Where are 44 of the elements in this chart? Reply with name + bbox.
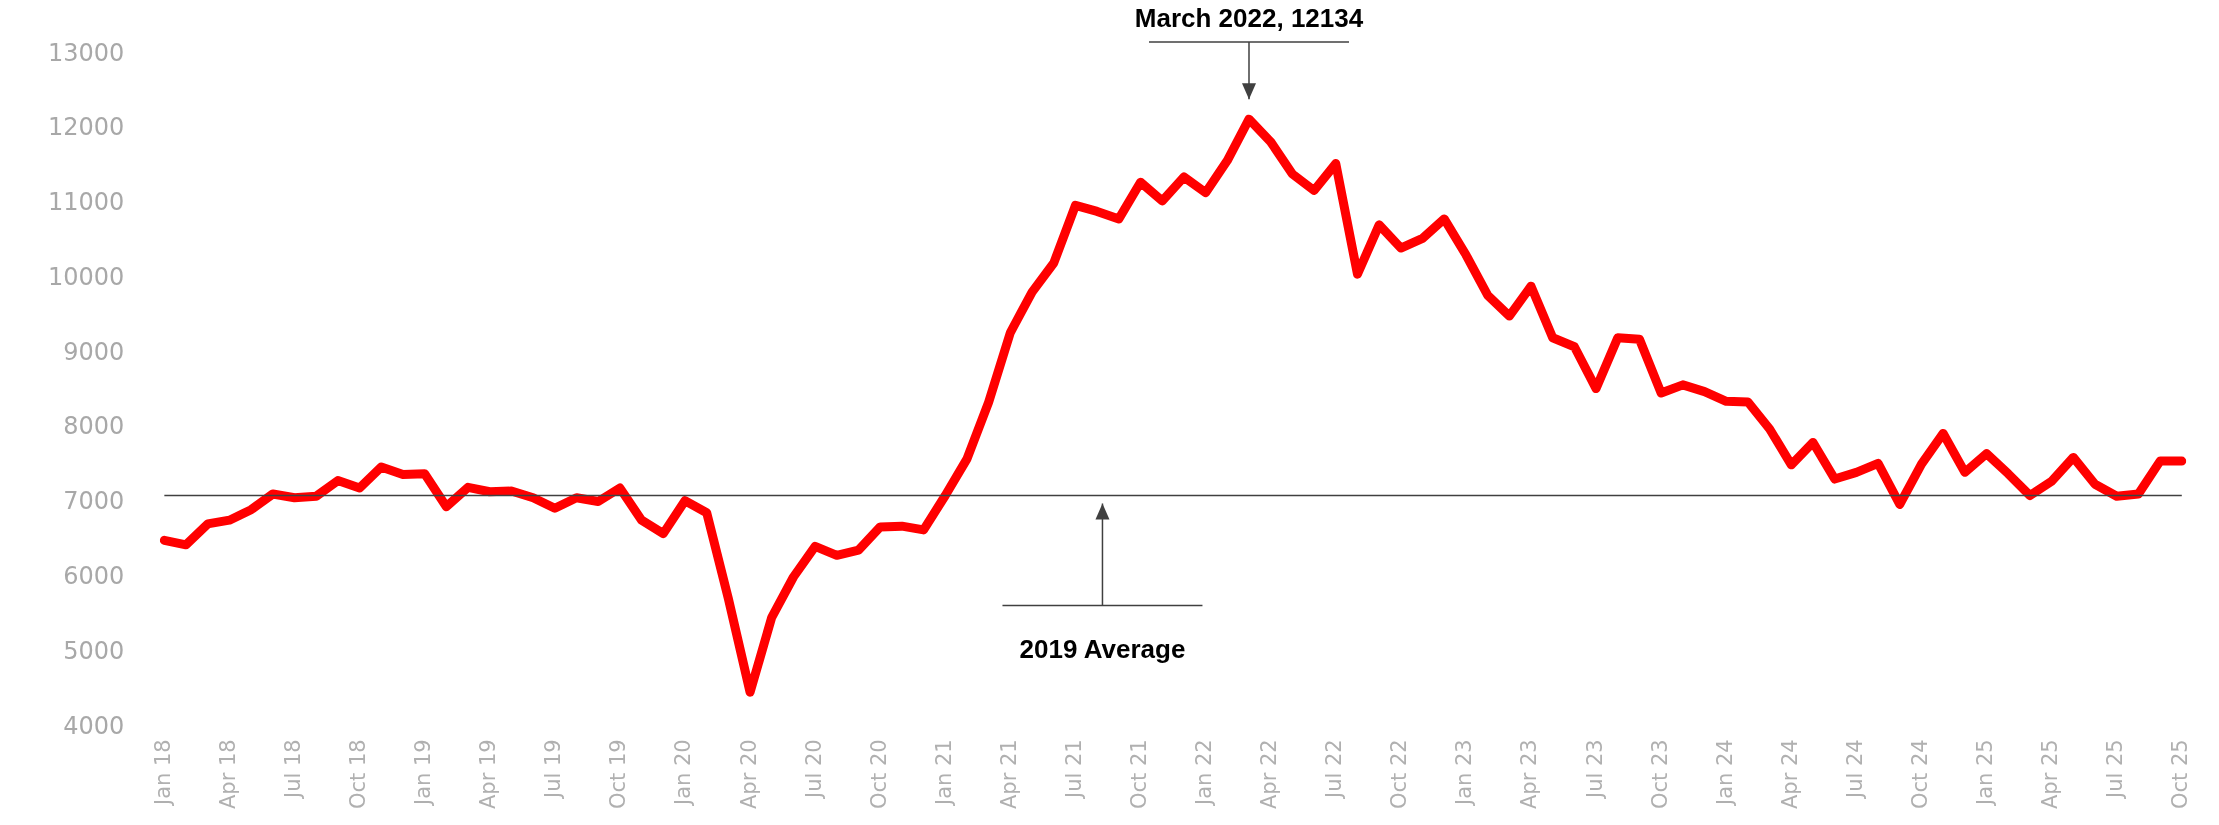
text: March 2022, 12134	[1134, 3, 1364, 34]
x-tick-label: Jul 20	[801, 739, 826, 801]
y-tick-label: 8000	[63, 412, 125, 441]
x-tick-label: Jan 18	[150, 739, 175, 808]
y-tick-label: 10000	[47, 262, 125, 291]
x-tick-label: Oct 24	[1907, 739, 1932, 809]
x-tick-label: Jan 22	[1192, 739, 1217, 808]
x-tick-label: Apr 19	[476, 739, 501, 810]
x-tick-label: Jan 20	[671, 739, 696, 808]
x-tick-label: Oct 18	[346, 739, 371, 809]
x-tick-label: Jul 23	[1582, 739, 1607, 801]
ref-line-label: 2019 Average	[1019, 633, 1186, 664]
x-tick-label: Jul 21	[1061, 739, 1086, 801]
x-tick-label: Oct 20	[866, 739, 891, 809]
x-tick-label: Jan 21	[931, 739, 956, 808]
y-tick-label: 7000	[63, 487, 125, 516]
y-tick-label: 6000	[63, 561, 125, 590]
x-tick-label: Jan 25	[1973, 739, 1998, 808]
x-tick-label: Jul 24	[1842, 739, 1867, 801]
x-tick-label: Apr 25	[2038, 739, 2063, 810]
y-tick-label: 11000	[47, 188, 125, 217]
x-tick-label: Apr 23	[1517, 739, 1542, 810]
y-tick-label: 5000	[63, 636, 125, 665]
x-tick-label: Jan 23	[1452, 739, 1477, 808]
x-tick-label: Oct 21	[1126, 739, 1151, 809]
x-tick-label: Oct 19	[606, 739, 631, 809]
x-tick-label: Jul 19	[541, 739, 566, 801]
x-tick-label: Jul 18	[280, 739, 305, 801]
y-tick-label: 9000	[63, 337, 125, 366]
x-tick-label: Oct 25	[2168, 739, 2193, 809]
x-tick-label: Apr 24	[1777, 739, 1802, 810]
x-tick-label: Apr 20	[736, 739, 761, 810]
y-tick-label: 4000	[63, 711, 125, 740]
x-tick-label: Apr 21	[996, 739, 1021, 810]
x-tick-label: Oct 23	[1647, 739, 1672, 809]
x-tick-label: Oct 22	[1387, 739, 1412, 809]
x-tick-label: Apr 22	[1257, 739, 1282, 810]
x-tick-label: Jan 19	[411, 739, 436, 808]
x-tick-label: Jul 22	[1322, 739, 1347, 801]
x-tick-label: Jul 25	[2103, 739, 2128, 801]
y-tick-label: 12000	[47, 113, 125, 142]
x-tick-label: Jan 24	[1712, 739, 1737, 808]
y-tick-label: 13000	[47, 38, 125, 67]
x-tick-label: Apr 18	[215, 739, 240, 810]
